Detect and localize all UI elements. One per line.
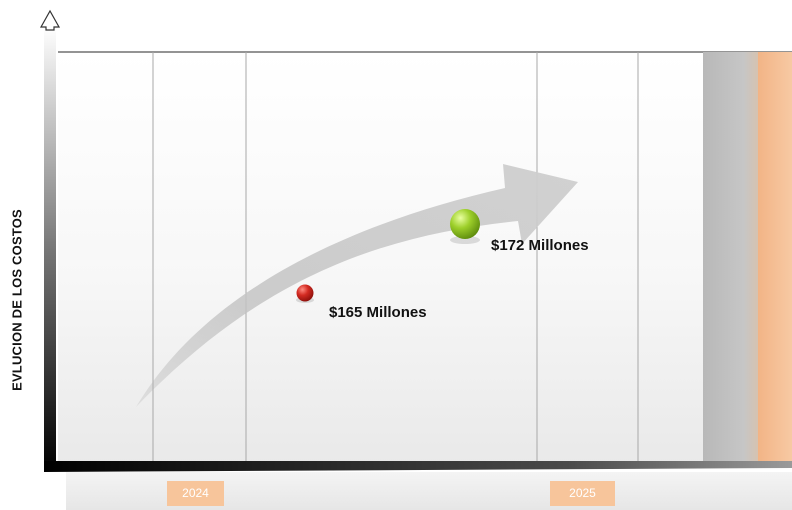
point-172	[450, 209, 480, 244]
point-label-165: $165 Millones	[329, 304, 427, 321]
year-label-2025: 2025	[550, 481, 615, 506]
x-axis	[44, 461, 792, 472]
year-label-2024: 2024	[167, 481, 224, 506]
orange-band	[758, 52, 792, 465]
point-label-172: $172 Millones	[491, 237, 589, 254]
y-axis-label: EVLUCION DE LOS COSTOS	[9, 209, 25, 391]
gray-band	[703, 52, 761, 465]
y-axis	[44, 26, 56, 471]
y-axis-arrowhead-icon	[39, 9, 61, 31]
plot-background	[58, 52, 792, 465]
point-165	[296, 284, 314, 303]
